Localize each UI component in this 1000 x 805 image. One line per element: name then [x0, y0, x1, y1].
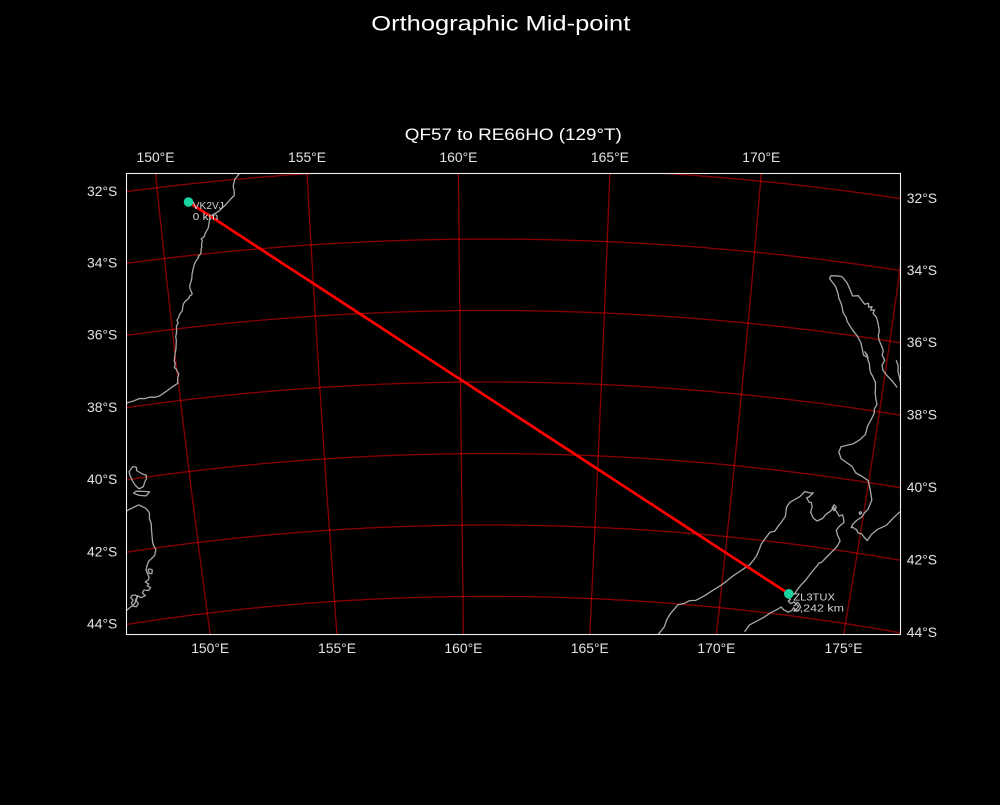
- svg-text:160°E: 160°E: [444, 640, 482, 656]
- svg-text:36°S: 36°S: [907, 334, 937, 350]
- svg-text:40°S: 40°S: [87, 471, 117, 487]
- svg-text:QF57 to RE66HO (129°T): QF57 to RE66HO (129°T): [405, 125, 622, 144]
- svg-text:Orthographic Mid-point: Orthographic Mid-point: [371, 13, 630, 36]
- svg-text:155°E: 155°E: [288, 149, 326, 165]
- svg-text:2,242 km: 2,242 km: [793, 604, 844, 615]
- svg-text:0 km: 0 km: [193, 212, 219, 223]
- svg-text:40°S: 40°S: [907, 479, 937, 495]
- svg-text:34°S: 34°S: [907, 262, 937, 278]
- svg-text:44°S: 44°S: [907, 624, 937, 640]
- svg-text:36°S: 36°S: [87, 327, 117, 343]
- svg-text:38°S: 38°S: [87, 399, 117, 415]
- svg-text:ZL3TUX: ZL3TUX: [793, 592, 835, 603]
- svg-text:44°S: 44°S: [87, 616, 117, 632]
- svg-text:150°E: 150°E: [137, 149, 175, 165]
- svg-text:165°E: 165°E: [571, 640, 609, 656]
- svg-text:42°S: 42°S: [87, 544, 117, 560]
- svg-text:165°E: 165°E: [591, 149, 629, 165]
- svg-text:175°E: 175°E: [825, 640, 863, 656]
- svg-text:160°E: 160°E: [439, 149, 477, 165]
- svg-text:170°E: 170°E: [697, 640, 735, 656]
- svg-text:32°S: 32°S: [87, 183, 117, 199]
- svg-text:150°E: 150°E: [191, 640, 229, 656]
- svg-text:170°E: 170°E: [742, 149, 780, 165]
- svg-text:32°S: 32°S: [907, 190, 937, 206]
- svg-text:38°S: 38°S: [907, 406, 937, 422]
- svg-text:42°S: 42°S: [907, 552, 937, 568]
- svg-text:VK2VJ: VK2VJ: [193, 201, 224, 212]
- svg-text:155°E: 155°E: [318, 640, 356, 656]
- svg-text:34°S: 34°S: [87, 255, 117, 271]
